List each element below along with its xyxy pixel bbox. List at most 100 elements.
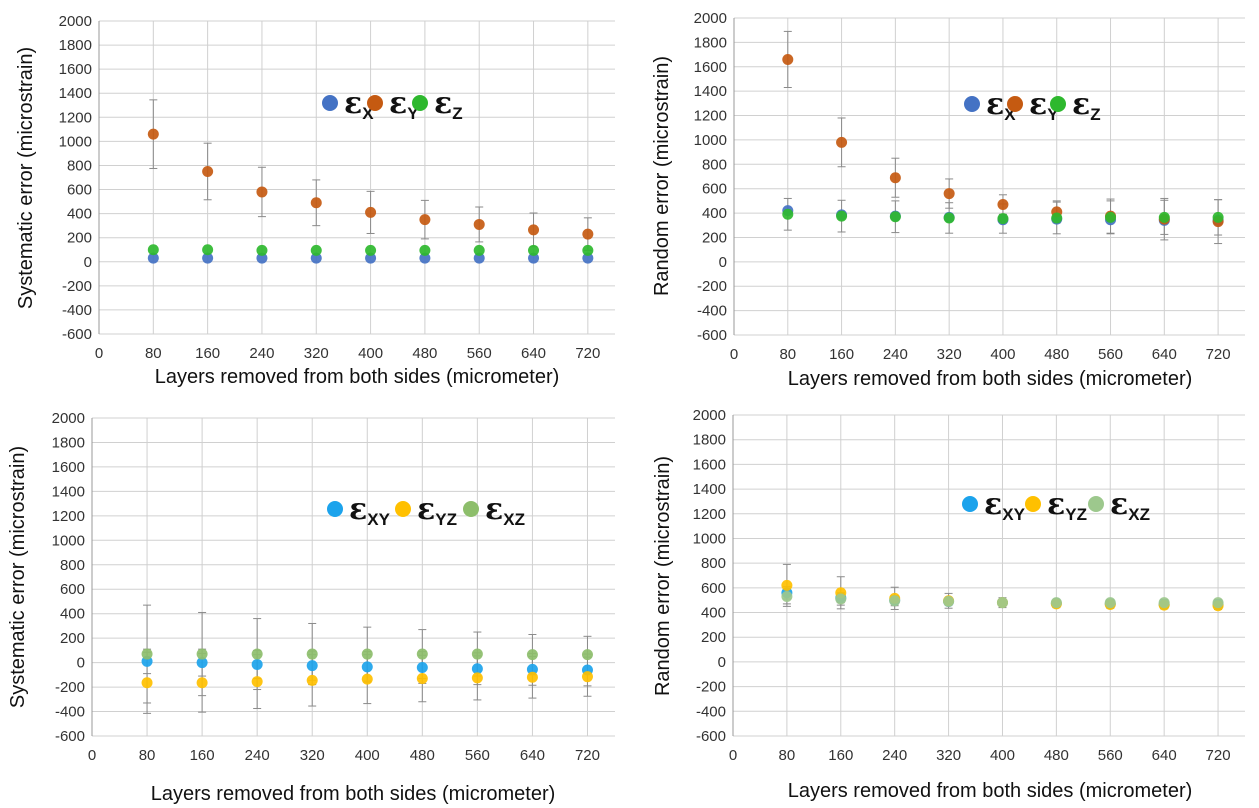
x-tick-label: 80 <box>145 345 162 362</box>
legend-marker <box>395 501 411 517</box>
y-tick-label: -400 <box>62 302 92 319</box>
y-tick-label: 200 <box>701 629 726 646</box>
x-tick-label: 80 <box>779 346 796 363</box>
y-axis-title: Systematic error (microstrain) <box>15 47 37 309</box>
data-point-yz <box>416 673 428 685</box>
legend-marker <box>1025 496 1041 512</box>
x-tick-label: 720 <box>1206 346 1231 363</box>
y-tick-label: -200 <box>696 679 726 696</box>
data-point-z <box>836 210 848 222</box>
data-point-y <box>256 186 268 198</box>
x-tick-label: 640 <box>521 345 546 362</box>
legend: εXY εYZ εXZ <box>327 492 525 529</box>
data-point-z <box>147 244 159 256</box>
x-tick-label: 400 <box>358 345 383 362</box>
y-tick-label: 400 <box>60 606 85 623</box>
y-tick-label: -600 <box>55 728 85 745</box>
data-point-yz <box>781 579 793 591</box>
data-point-xy <box>416 662 428 674</box>
legend-subscript: Z <box>452 104 462 123</box>
legend-label: εXZ <box>1110 487 1150 524</box>
y-tick-label: 1000 <box>693 530 726 547</box>
x-tick-label: 400 <box>355 747 380 764</box>
data-point-x <box>419 252 431 264</box>
data-point-xz <box>1158 597 1170 609</box>
legend-subscript: YZ <box>1065 505 1087 524</box>
x-tick-label: 320 <box>936 747 961 764</box>
x-tick-label: 480 <box>1044 346 1069 363</box>
data-point-z <box>1051 212 1063 224</box>
x-tick-label: 320 <box>937 346 962 363</box>
data-point-y <box>997 199 1009 211</box>
y-tick-label: -400 <box>697 303 727 320</box>
y-tick-label: 1000 <box>694 132 727 149</box>
y-tick-label: 1200 <box>694 108 727 125</box>
chart-panel-3: -600-400-2000200400600800100012001400160… <box>7 410 615 805</box>
y-tick-label: 2000 <box>693 407 726 424</box>
y-tick-label: -600 <box>697 327 727 344</box>
legend-subscript: YZ <box>435 510 457 529</box>
data-point-xz <box>781 590 793 602</box>
data-point-xz <box>251 648 263 660</box>
y-tick-label: 1200 <box>52 508 85 525</box>
legend-label: εYZ <box>1047 487 1087 524</box>
data-point-x <box>202 252 214 264</box>
y-tick-label: 1200 <box>693 506 726 523</box>
data-point-z <box>202 244 214 256</box>
legend-marker <box>1050 96 1066 112</box>
data-point-y <box>310 197 322 209</box>
data-point-y <box>365 206 377 218</box>
legend-label: εXY <box>984 487 1026 524</box>
data-point-x <box>582 252 594 264</box>
x-tick-label: 0 <box>730 346 738 363</box>
data-point-xy <box>251 658 263 670</box>
y-tick-label: 1800 <box>52 434 85 451</box>
legend: εX εY εZ <box>322 86 463 123</box>
y-tick-label: 200 <box>702 229 727 246</box>
y-tick-label: 600 <box>702 181 727 198</box>
data-point-yz <box>581 671 593 683</box>
x-axis-title: Layers removed from both sides (micromet… <box>788 780 1193 802</box>
y-tick-label: 800 <box>67 157 92 174</box>
y-tick-label: 2000 <box>52 410 85 427</box>
y-tick-label: 1800 <box>693 432 726 449</box>
y-tick-label: -600 <box>696 728 726 745</box>
data-point-xz <box>196 648 208 660</box>
data-point-y <box>528 224 540 236</box>
x-tick-label: 240 <box>249 345 274 362</box>
legend-subscript: XZ <box>503 510 525 529</box>
data-point-yz <box>141 677 153 689</box>
y-tick-label: 1600 <box>52 459 85 476</box>
data-point-xz <box>526 649 538 661</box>
legend-marker <box>367 95 383 111</box>
chart-panel-2: -600-400-2000200400600800100012001400160… <box>651 10 1245 390</box>
y-tick-label: 1000 <box>52 532 85 549</box>
x-tick-label: 560 <box>1098 747 1123 764</box>
legend-label: εXZ <box>485 492 525 529</box>
x-tick-label: 240 <box>883 346 908 363</box>
legend-item-xz: εXZ <box>463 492 525 529</box>
data-point-yz <box>471 672 483 684</box>
data-point-yz <box>306 674 318 686</box>
data-point-xz <box>996 597 1008 609</box>
data-point-y <box>889 172 901 184</box>
y-tick-label: 800 <box>702 156 727 173</box>
x-tick-label: 640 <box>1152 346 1177 363</box>
data-point-y <box>582 228 594 240</box>
x-tick-label: 80 <box>139 747 156 764</box>
data-point-yz <box>251 676 263 688</box>
y-tick-label: 1400 <box>693 481 726 498</box>
data-point-xy <box>471 663 483 675</box>
data-point-xz <box>471 648 483 660</box>
x-tick-label: 240 <box>882 747 907 764</box>
legend-label: εYZ <box>417 492 457 529</box>
y-tick-label: -200 <box>62 278 92 295</box>
data-point-y <box>782 53 794 65</box>
data-point-z <box>582 244 594 256</box>
y-tick-label: 1800 <box>59 37 92 54</box>
x-tick-label: 480 <box>412 345 437 362</box>
legend-subscript: XY <box>1002 505 1025 524</box>
legend-label: εXY <box>349 492 391 529</box>
data-point-z <box>943 212 955 224</box>
x-tick-label: 0 <box>95 345 103 362</box>
